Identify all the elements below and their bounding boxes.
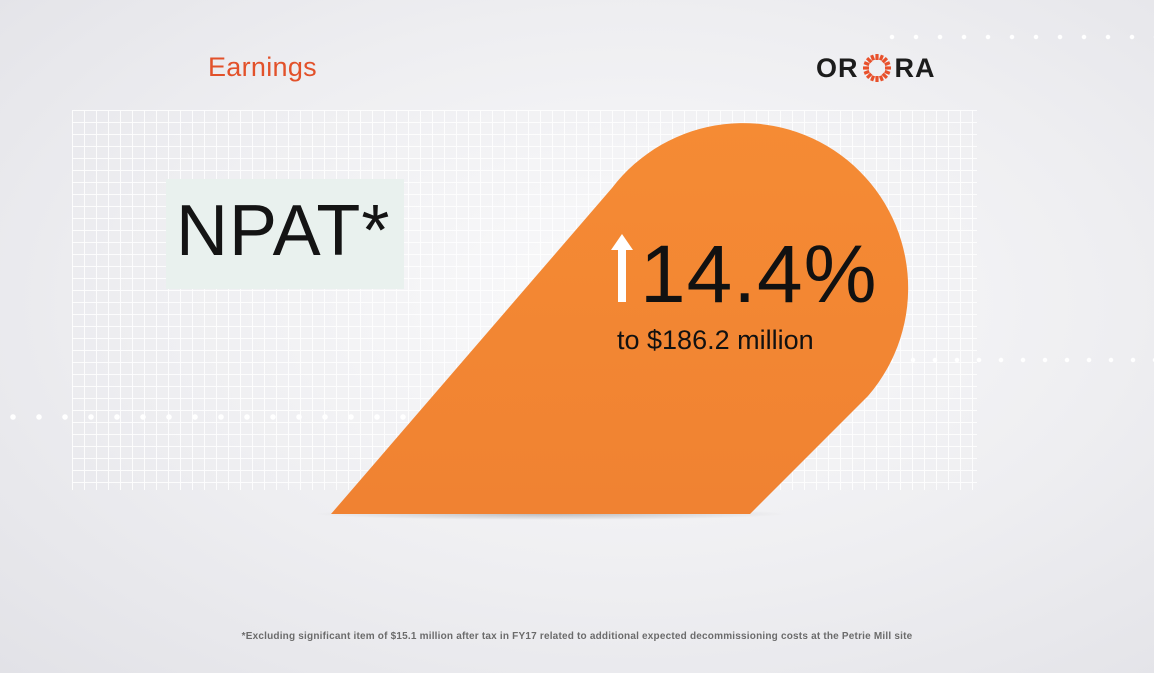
dotted-line-left [0, 414, 420, 420]
dotted-line-right [880, 357, 1154, 363]
logo-text-right: RA [894, 52, 936, 83]
orora-logo: OR RA [816, 50, 936, 86]
dotted-line-top [880, 34, 1154, 40]
section-title: Earnings [208, 52, 317, 82]
logo-text-left: OR [816, 52, 859, 83]
sun-ring-icon [862, 54, 891, 82]
metric-label: NPAT* [176, 191, 391, 271]
metric-change: 14.4% [640, 229, 878, 320]
footnote: *Excluding significant item of $15.1 mil… [241, 631, 913, 642]
up-arrow-icon [611, 234, 633, 302]
metric-label-box [166, 179, 404, 289]
metric-detail: to $186.2 million [617, 325, 814, 355]
